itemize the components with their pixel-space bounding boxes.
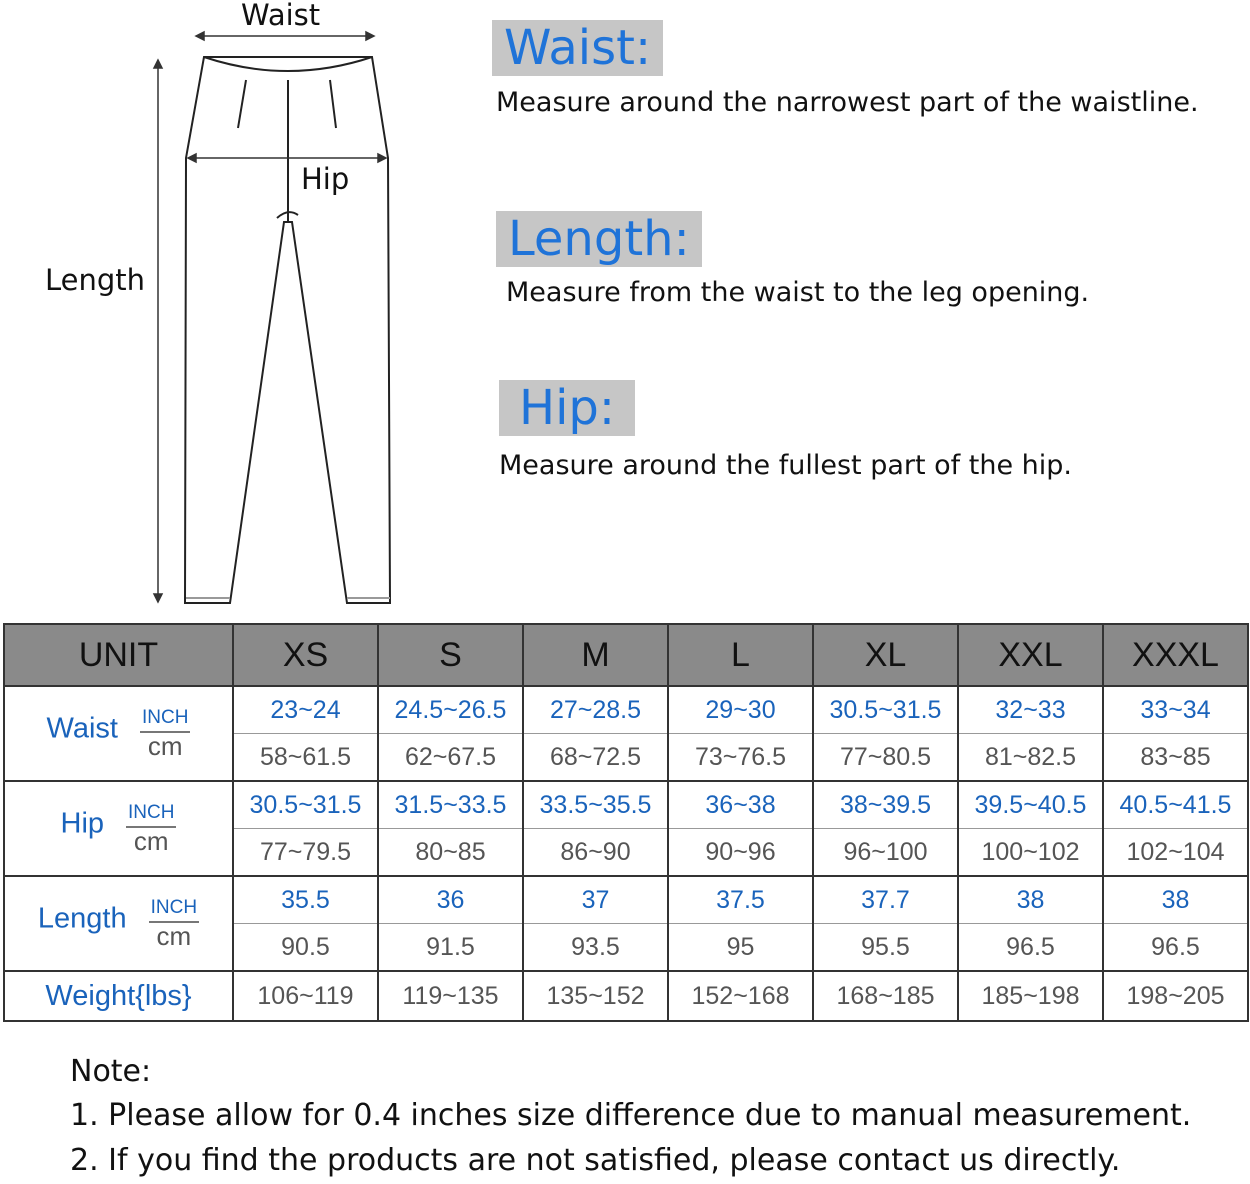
weight-value: 152~168 [667,970,814,1022]
cm-value: 102~104 [1102,828,1249,877]
cm-value: 68~72.5 [522,733,669,782]
cm-label: cm [156,921,192,951]
note-item: 2. If you find the products are not sati… [70,1143,1121,1178]
pants-diagram [152,30,392,604]
cm-value: 77~79.5 [232,828,379,877]
cm-label: cm [147,731,183,761]
table-row-hip-cm: 77~79.5 80~85 86~90 90~96 96~100 100~102 102~1… [4,828,1249,877]
inch-value: 30.5~31.5 [812,685,959,734]
unit-fraction: INCH cm [148,898,200,951]
size-header-xxl: XXL [957,623,1104,687]
size-header-xl: XL [812,623,959,687]
weight-value: 168~185 [812,970,959,1022]
row-label-cell: Length INCH cm [3,875,234,972]
size-header-s: S [377,623,524,687]
length-heading: Length: [496,211,702,267]
inch-value: 23~24 [232,685,379,734]
inch-label: INCH [126,803,177,828]
cm-value: 95.5 [812,923,959,972]
table-header: UNIT XS S M L XL XXL XXXL [3,623,1249,687]
waist-description: Measure around the narrowest part of the… [496,87,1199,118]
inch-value: 36~38 [667,780,814,829]
cm-value: 93.5 [522,923,669,972]
unit-fraction: INCH cm [139,708,191,761]
cm-value: 81~82.5 [957,733,1104,782]
length-description: Measure from the waist to the leg openin… [506,277,1090,308]
row-label-cell: Waist INCH cm [3,685,234,782]
row-label-cell: Hip INCH cm [3,780,234,877]
unit-header: UNIT [3,623,234,687]
table-row-weight: Weight{lbs} 106~119 119~135 135~152 152~168 1… [3,970,1249,1022]
table-row-length-inch: Length INCH cm 35.5 36 37 37.5 37.7 38 38 [3,875,1249,972]
size-header-xxxl: XXXL [1102,623,1249,687]
cm-value: 77~80.5 [812,733,959,782]
weight-value: 106~119 [232,970,379,1022]
cm-value: 86~90 [522,828,669,877]
hip-description: Measure around the fullest part of the h… [499,450,1072,481]
row-label: Hip [60,807,105,840]
cm-value: 95 [667,923,814,972]
cm-value: 83~85 [1102,733,1249,782]
inch-value: 35.5 [232,875,379,924]
note-item: 1. Please allow for 0.4 inches size diff… [70,1098,1192,1133]
hip-diagram-label: Hip [301,162,350,196]
size-header-xs: XS [232,623,379,687]
inch-value: 36 [377,875,524,924]
cm-value: 90.5 [232,923,379,972]
inch-value: 27~28.5 [522,685,669,734]
inch-value: 29~30 [667,685,814,734]
weight-value: 185~198 [957,970,1104,1022]
inch-value: 32~33 [957,685,1104,734]
size-header-l: L [667,623,814,687]
inch-label: INCH [148,898,200,923]
inch-value: 24.5~26.5 [377,685,524,734]
cm-value: 62~67.5 [377,733,524,782]
cm-value: 58~61.5 [232,733,379,782]
inch-value: 33.5~35.5 [522,780,669,829]
inch-value: 40.5~41.5 [1102,780,1249,829]
weight-value: 135~152 [522,970,669,1022]
hip-heading: Hip: [499,380,636,436]
inch-value: 33~34 [1102,685,1249,734]
waist-heading: Waist: [492,20,664,76]
cm-value: 96.5 [957,923,1104,972]
inch-value: 39.5~40.5 [957,780,1104,829]
cm-value: 100~102 [957,828,1104,877]
weight-value: 198~205 [1102,970,1249,1022]
row-label-cell: Weight{lbs} [3,970,234,1022]
row-label: Weight{lbs} [45,979,192,1012]
waist-diagram-label: Waist [241,0,321,32]
row-label: Length [37,902,127,935]
length-diagram-label: Length [45,263,146,297]
table-row-length-cm: 90.5 91.5 93.5 95 95.5 96.5 96.5 [4,923,1249,972]
inch-value: 37.5 [667,875,814,924]
table-row-waist-cm: 58~61.5 62~67.5 68~72.5 73~76.5 77~80.5 81~82… [4,733,1249,782]
inch-value: 38 [1102,875,1249,924]
table-row-waist-inch: Waist INCH cm 23~24 24.5~26.5 27~28.5 29~30 30.… [3,685,1249,782]
cm-label: cm [133,826,169,856]
inch-value: 38~39.5 [812,780,959,829]
table-row-hip-inch: Hip INCH cm 30.5~31.5 31.5~33.5 33.5~35.5 36~3… [3,780,1249,877]
inch-value: 31.5~33.5 [377,780,524,829]
unit-fraction: INCH cm [126,803,177,856]
cm-value: 91.5 [377,923,524,972]
size-header-m: M [522,623,669,687]
cm-value: 96~100 [812,828,959,877]
cm-value: 73~76.5 [667,733,814,782]
inch-value: 30.5~31.5 [232,780,379,829]
inch-value: 37 [522,875,669,924]
row-label: Waist [46,712,118,745]
size-table: UNIT XS S M L XL XXL XXXL Waist INCH cm 23~24 24.5… [3,623,1249,1022]
cm-value: 90~96 [667,828,814,877]
cm-value: 80~85 [377,828,524,877]
inch-value: 37.7 [812,875,959,924]
note-title: Note: [70,1054,152,1089]
cm-value: 96.5 [1102,923,1249,972]
inch-label: INCH [139,708,191,733]
inch-value: 38 [957,875,1104,924]
weight-value: 119~135 [377,970,524,1022]
